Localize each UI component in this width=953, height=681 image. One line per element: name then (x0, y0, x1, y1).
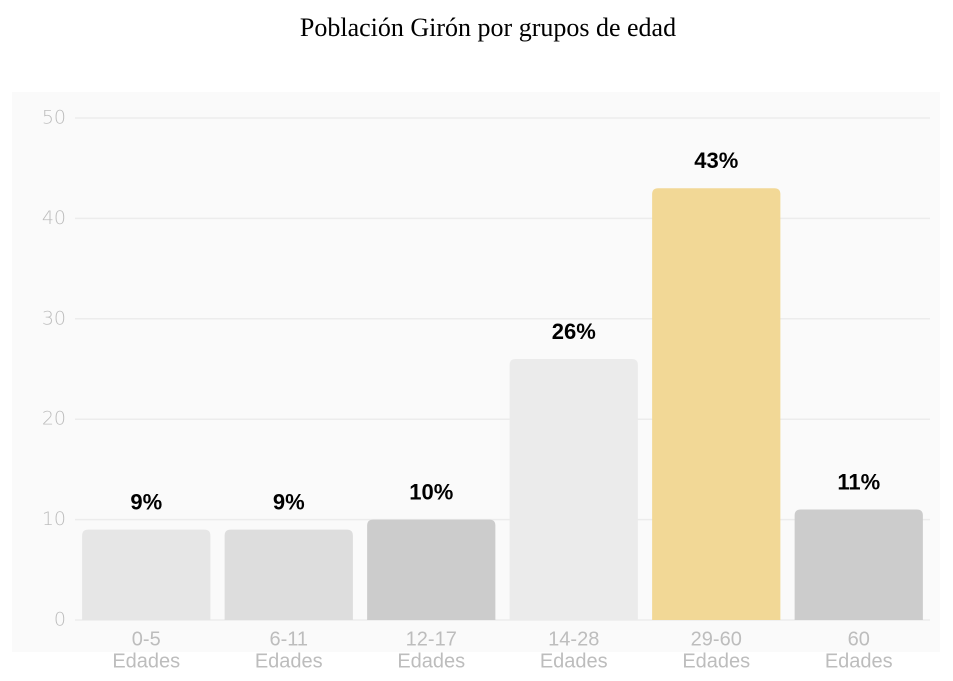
value-label: 9% (273, 489, 305, 514)
bar (367, 519, 496, 620)
x-tick-unit: Edades (255, 650, 323, 672)
x-tick-label: 12-17 (406, 628, 457, 650)
x-tick-label: 29-60 (691, 628, 742, 650)
bar (509, 358, 638, 620)
y-tick-label: 0 (54, 609, 66, 631)
x-tick-unit: Edades (112, 650, 180, 672)
x-tick-label: 6-11 (269, 628, 308, 650)
value-label: 43% (694, 148, 738, 173)
x-tick-label: 60 (848, 628, 870, 650)
y-tick-label: 20 (42, 408, 66, 430)
y-tick-label: 40 (42, 207, 66, 229)
x-tick-unit: Edades (825, 650, 893, 672)
bar (82, 529, 211, 620)
y-tick-label: 50 (42, 107, 66, 129)
value-label: 11% (837, 469, 880, 494)
x-tick-unit: Edades (540, 650, 608, 672)
y-tick-label: 30 (42, 307, 66, 329)
y-tick-label: 10 (42, 508, 66, 530)
x-tick-unit: Edades (682, 650, 750, 672)
x-tick-unit: Edades (397, 650, 465, 672)
value-label: 9% (130, 489, 162, 514)
value-label: 26% (552, 319, 596, 344)
bar (794, 509, 923, 620)
x-tick-label: 0-5 (132, 628, 161, 650)
bar (224, 529, 353, 620)
x-tick-label: 14-28 (548, 628, 599, 650)
bar (652, 188, 781, 620)
value-label: 10% (409, 479, 453, 504)
chart-title: Población Girón por grupos de edad (300, 13, 676, 42)
